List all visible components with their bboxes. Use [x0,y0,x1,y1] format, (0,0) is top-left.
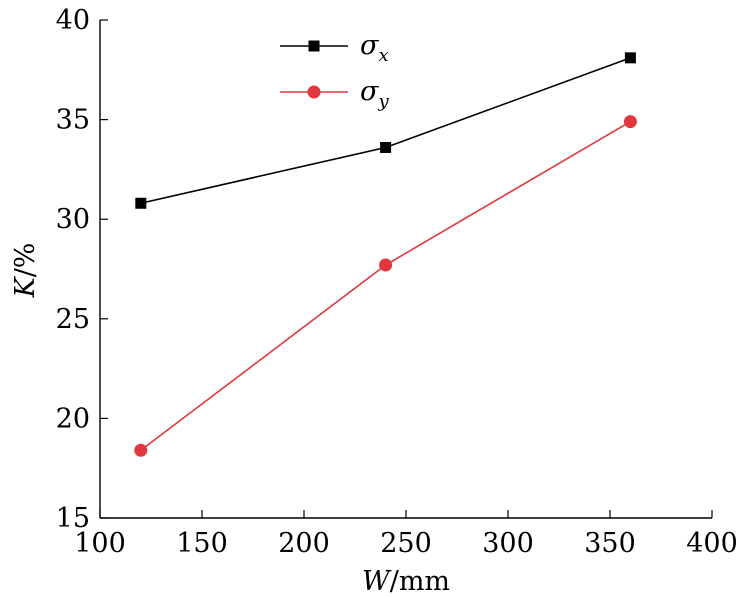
legend-label-2: σy [360,76,389,112]
legend-marker-2 [307,85,321,99]
axes [99,20,712,519]
x-tick-label: 200 [278,528,330,559]
x-tick-label: 100 [74,528,126,559]
x-tick-label: 250 [380,528,432,559]
x-tick-label: 300 [482,528,534,559]
data-point-2-3 [623,115,637,129]
data-point-1-3 [624,52,636,64]
legend-label-1: σx [360,30,389,66]
y-tick-label: 15 [56,503,90,534]
x-tick-label: 150 [176,528,228,559]
x-tick-label: 400 [686,528,738,559]
data-point-2-1 [134,443,148,457]
x-axis-title: W/mm [362,566,450,597]
data-point-2-2 [379,258,393,272]
legend-marker-1 [308,40,320,52]
y-tick-label: 35 [56,105,90,136]
data-point-1-1 [135,197,147,209]
y-axis-title: K/% [10,243,41,299]
ticks: 100 150 200 250 300 350 400 15 20 25 30 35 40 [56,5,738,559]
legend: σx σy [280,30,389,112]
y-tick-label: 30 [56,204,90,235]
y-tick-label: 20 [56,403,90,434]
y-tick-label: 25 [56,304,90,335]
y-tick-label: 40 [56,5,90,36]
series-line-1 [140,57,631,205]
series-line-2 [140,120,631,451]
series-group [134,52,637,457]
data-point-1-2 [380,141,392,153]
x-tick-label: 350 [584,528,636,559]
